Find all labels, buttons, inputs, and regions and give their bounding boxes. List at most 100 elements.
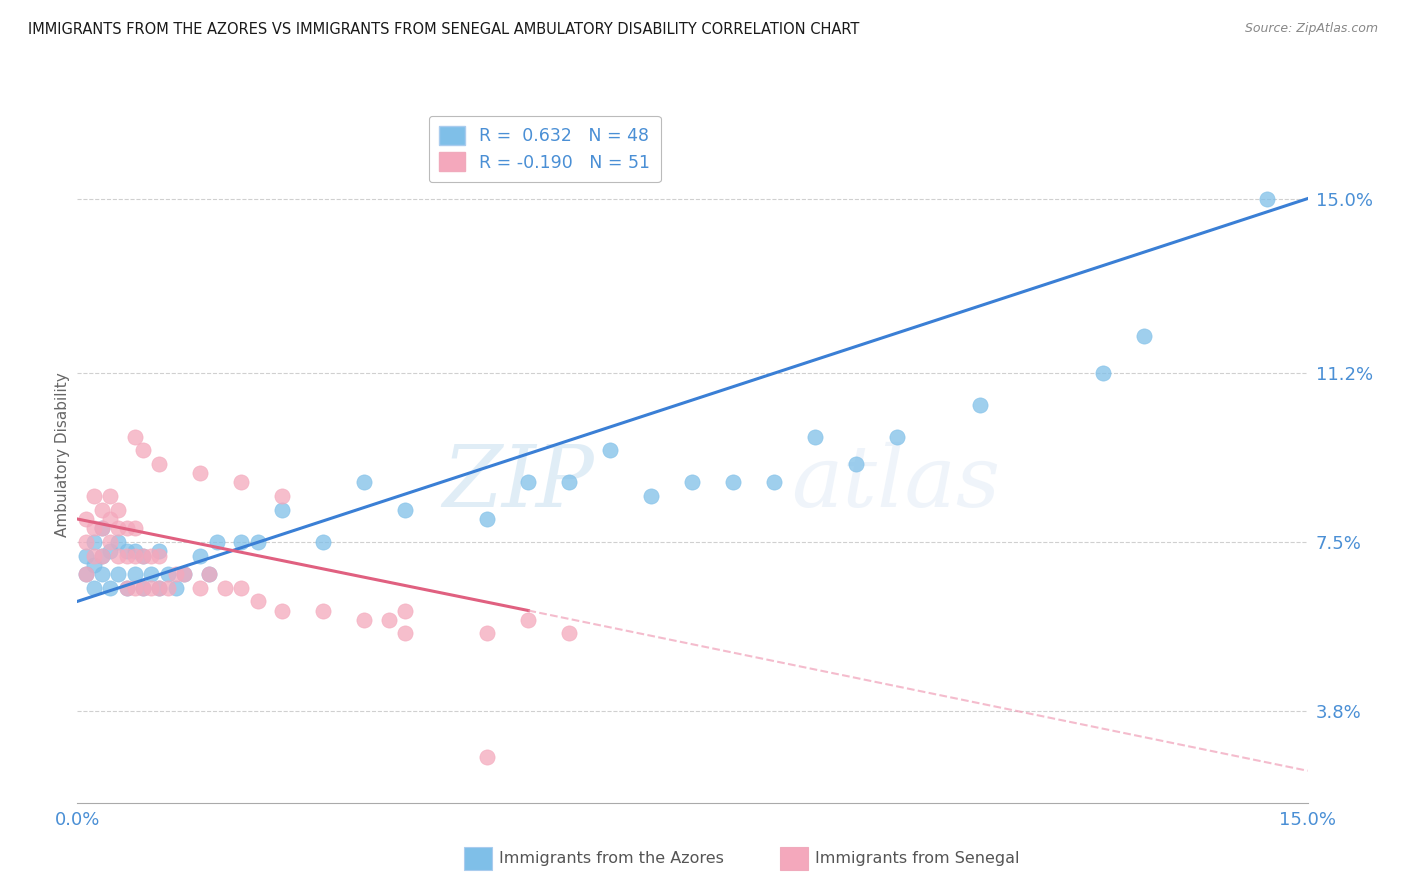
- Point: [124, 429, 146, 443]
- Point: [124, 521, 146, 535]
- Point: [98, 544, 121, 558]
- Point: [83, 535, 105, 549]
- Text: atlas: atlas: [792, 442, 1000, 524]
- Text: IMMIGRANTS FROM THE AZORES VS IMMIGRANTS FROM SENEGAL AMBULATORY DISABILITY CORR: IMMIGRANTS FROM THE AZORES VS IMMIGRANTS…: [28, 22, 859, 37]
- Point: [148, 581, 170, 595]
- Point: [90, 521, 114, 535]
- Point: [83, 558, 105, 572]
- Point: [83, 489, 105, 503]
- Point: [98, 535, 121, 549]
- Point: [231, 581, 253, 595]
- Point: [1132, 329, 1154, 343]
- Point: [312, 603, 335, 617]
- Point: [148, 581, 170, 595]
- Point: [394, 603, 416, 617]
- Point: [156, 581, 179, 595]
- Point: [165, 581, 187, 595]
- Point: [90, 521, 114, 535]
- Point: [378, 613, 401, 627]
- Point: [132, 549, 155, 563]
- Point: [90, 549, 114, 563]
- Point: [353, 613, 375, 627]
- Point: [90, 503, 114, 517]
- Text: Immigrants from Senegal: Immigrants from Senegal: [815, 851, 1019, 865]
- Point: [969, 398, 991, 412]
- Point: [107, 566, 129, 581]
- Text: Immigrants from the Azores: Immigrants from the Azores: [499, 851, 724, 865]
- Point: [640, 489, 662, 503]
- Point: [682, 475, 704, 490]
- Point: [156, 566, 179, 581]
- Point: [271, 503, 294, 517]
- Point: [205, 535, 228, 549]
- Point: [107, 503, 129, 517]
- Point: [115, 581, 138, 595]
- Point: [517, 475, 540, 490]
- Y-axis label: Ambulatory Disability: Ambulatory Disability: [55, 373, 70, 537]
- Point: [141, 566, 163, 581]
- Point: [115, 544, 138, 558]
- Point: [517, 613, 540, 627]
- Point: [75, 512, 97, 526]
- Point: [124, 581, 146, 595]
- Point: [231, 475, 253, 490]
- Point: [83, 521, 105, 535]
- Point: [188, 549, 212, 563]
- Point: [558, 475, 581, 490]
- Legend: R =  0.632   N = 48, R = -0.190   N = 51: R = 0.632 N = 48, R = -0.190 N = 51: [429, 116, 661, 182]
- Point: [197, 566, 219, 581]
- Point: [312, 535, 335, 549]
- Point: [394, 626, 416, 640]
- Point: [132, 443, 155, 458]
- Point: [477, 626, 499, 640]
- Point: [98, 581, 121, 595]
- Point: [763, 475, 786, 490]
- Point: [75, 566, 97, 581]
- Point: [723, 475, 745, 490]
- Point: [845, 457, 868, 471]
- Point: [107, 549, 129, 563]
- Point: [246, 594, 269, 608]
- Point: [83, 581, 105, 595]
- Point: [558, 626, 581, 640]
- Point: [214, 581, 236, 595]
- Point: [477, 512, 499, 526]
- Point: [148, 549, 170, 563]
- Point: [107, 521, 129, 535]
- Point: [394, 503, 416, 517]
- Point: [353, 475, 375, 490]
- Point: [148, 457, 170, 471]
- Point: [173, 566, 195, 581]
- Point: [804, 429, 827, 443]
- Point: [124, 549, 146, 563]
- Point: [271, 489, 294, 503]
- Point: [124, 544, 146, 558]
- Point: [141, 581, 163, 595]
- Point: [115, 521, 138, 535]
- Text: ZIP: ZIP: [441, 442, 595, 524]
- Point: [98, 489, 121, 503]
- Point: [148, 544, 170, 558]
- Point: [90, 566, 114, 581]
- Point: [188, 467, 212, 481]
- Text: Source: ZipAtlas.com: Source: ZipAtlas.com: [1244, 22, 1378, 36]
- Point: [1091, 366, 1114, 380]
- Point: [173, 566, 195, 581]
- Point: [141, 549, 163, 563]
- Point: [599, 443, 621, 458]
- Point: [107, 535, 129, 549]
- Point: [231, 535, 253, 549]
- Point: [271, 603, 294, 617]
- Point: [124, 566, 146, 581]
- Point: [246, 535, 269, 549]
- Point: [477, 750, 499, 764]
- Point: [115, 581, 138, 595]
- Point: [98, 512, 121, 526]
- Point: [75, 549, 97, 563]
- Point: [1256, 192, 1278, 206]
- Point: [132, 581, 155, 595]
- Point: [83, 549, 105, 563]
- Point: [132, 581, 155, 595]
- Point: [188, 581, 212, 595]
- Point: [197, 566, 219, 581]
